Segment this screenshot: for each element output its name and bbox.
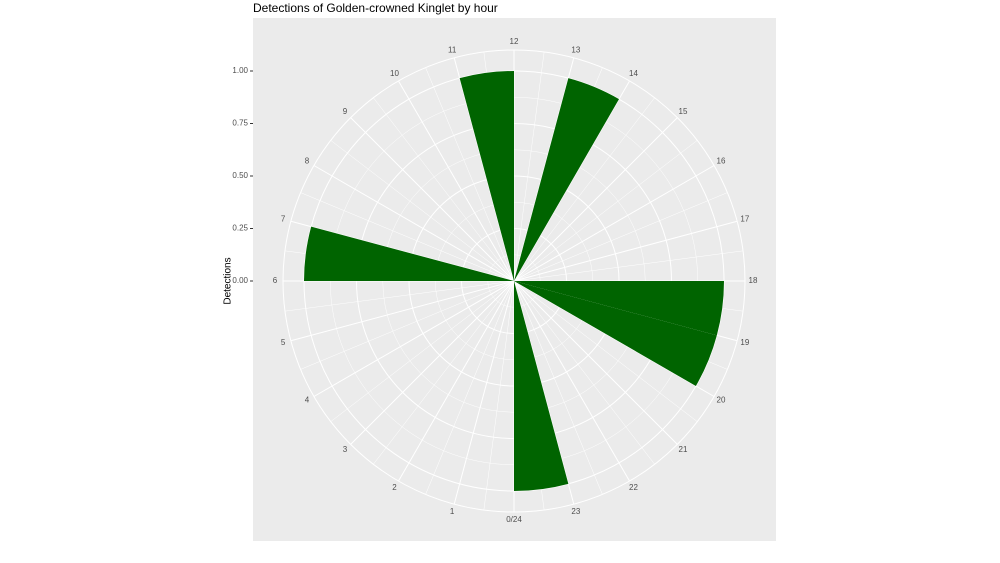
x-tick-label: 11 (448, 45, 457, 54)
x-tick-label: 23 (571, 507, 580, 516)
y-tick-label: 0.25 (232, 224, 248, 233)
bar (459, 71, 514, 281)
x-tick-label: 12 (510, 37, 519, 46)
y-tick-label: 0.50 (232, 171, 248, 180)
y-tick-label: 0.00 (232, 276, 248, 285)
bar (514, 78, 619, 281)
minor-grid-line (373, 97, 515, 282)
minor-grid-line (513, 51, 545, 282)
minor-grid-line (330, 280, 515, 422)
x-tick-label: 5 (281, 338, 286, 347)
x-tick-label: 19 (740, 338, 749, 347)
grid-line (513, 220, 738, 282)
minor-grid-line (513, 280, 603, 495)
minor-grid-line (513, 280, 655, 465)
x-tick-label: 22 (629, 483, 638, 492)
x-tick-label: 8 (305, 157, 310, 166)
x-tick-label: 2 (392, 483, 397, 492)
bar (304, 226, 514, 281)
minor-grid-line (513, 280, 698, 422)
minor-grid-line (513, 192, 728, 282)
x-tick-label: 7 (281, 214, 286, 223)
grid-line (313, 165, 515, 282)
x-tick-label: 14 (629, 69, 638, 78)
minor-grid-line (513, 250, 744, 282)
minor-grid-line (425, 280, 515, 495)
x-tick-label: 9 (343, 107, 348, 116)
x-tick-label: 18 (749, 276, 758, 285)
grid-line (453, 280, 515, 505)
x-tick-label: 3 (343, 445, 348, 454)
y-tick-label: 1.00 (232, 66, 248, 75)
chart-title: Detections of Golden-crowned Kinglet by … (253, 1, 498, 15)
x-tick-label: 16 (717, 157, 726, 166)
x-tick-label: 17 (740, 214, 749, 223)
x-tick-label: 4 (305, 396, 310, 405)
grid-line (398, 280, 515, 482)
bar (514, 281, 717, 386)
x-tick-label: 10 (390, 69, 399, 78)
grid-line (350, 117, 515, 282)
minor-grid-line (300, 192, 515, 282)
bar (514, 281, 569, 491)
grid-line (350, 280, 515, 445)
minor-grid-line (373, 280, 515, 465)
grid-line (290, 280, 515, 342)
x-tick-label: 13 (571, 45, 580, 54)
minor-grid-line (513, 140, 698, 282)
grid-line (513, 165, 715, 282)
minor-grid-line (513, 97, 655, 282)
x-tick-label: 1 (450, 507, 455, 516)
grid-line (398, 80, 515, 282)
grid-line (513, 280, 678, 445)
y-tick-label: 0.75 (232, 119, 248, 128)
x-tick-label: 0/24 (506, 515, 522, 524)
bar (514, 281, 724, 336)
y-axis-label: Detections (223, 257, 234, 304)
x-tick-label: 20 (717, 396, 726, 405)
grid-line (513, 117, 678, 282)
x-tick-label: 15 (679, 107, 688, 116)
grid-line (453, 57, 515, 282)
minor-grid-line (483, 280, 515, 511)
minor-grid-line (300, 280, 515, 370)
x-tick-label: 6 (273, 276, 278, 285)
minor-grid-line (425, 67, 515, 282)
grid-line (513, 280, 630, 482)
minor-grid-line (330, 140, 515, 282)
x-tick-label: 21 (679, 445, 688, 454)
grid-line (313, 280, 515, 397)
minor-grid-line (284, 280, 515, 312)
